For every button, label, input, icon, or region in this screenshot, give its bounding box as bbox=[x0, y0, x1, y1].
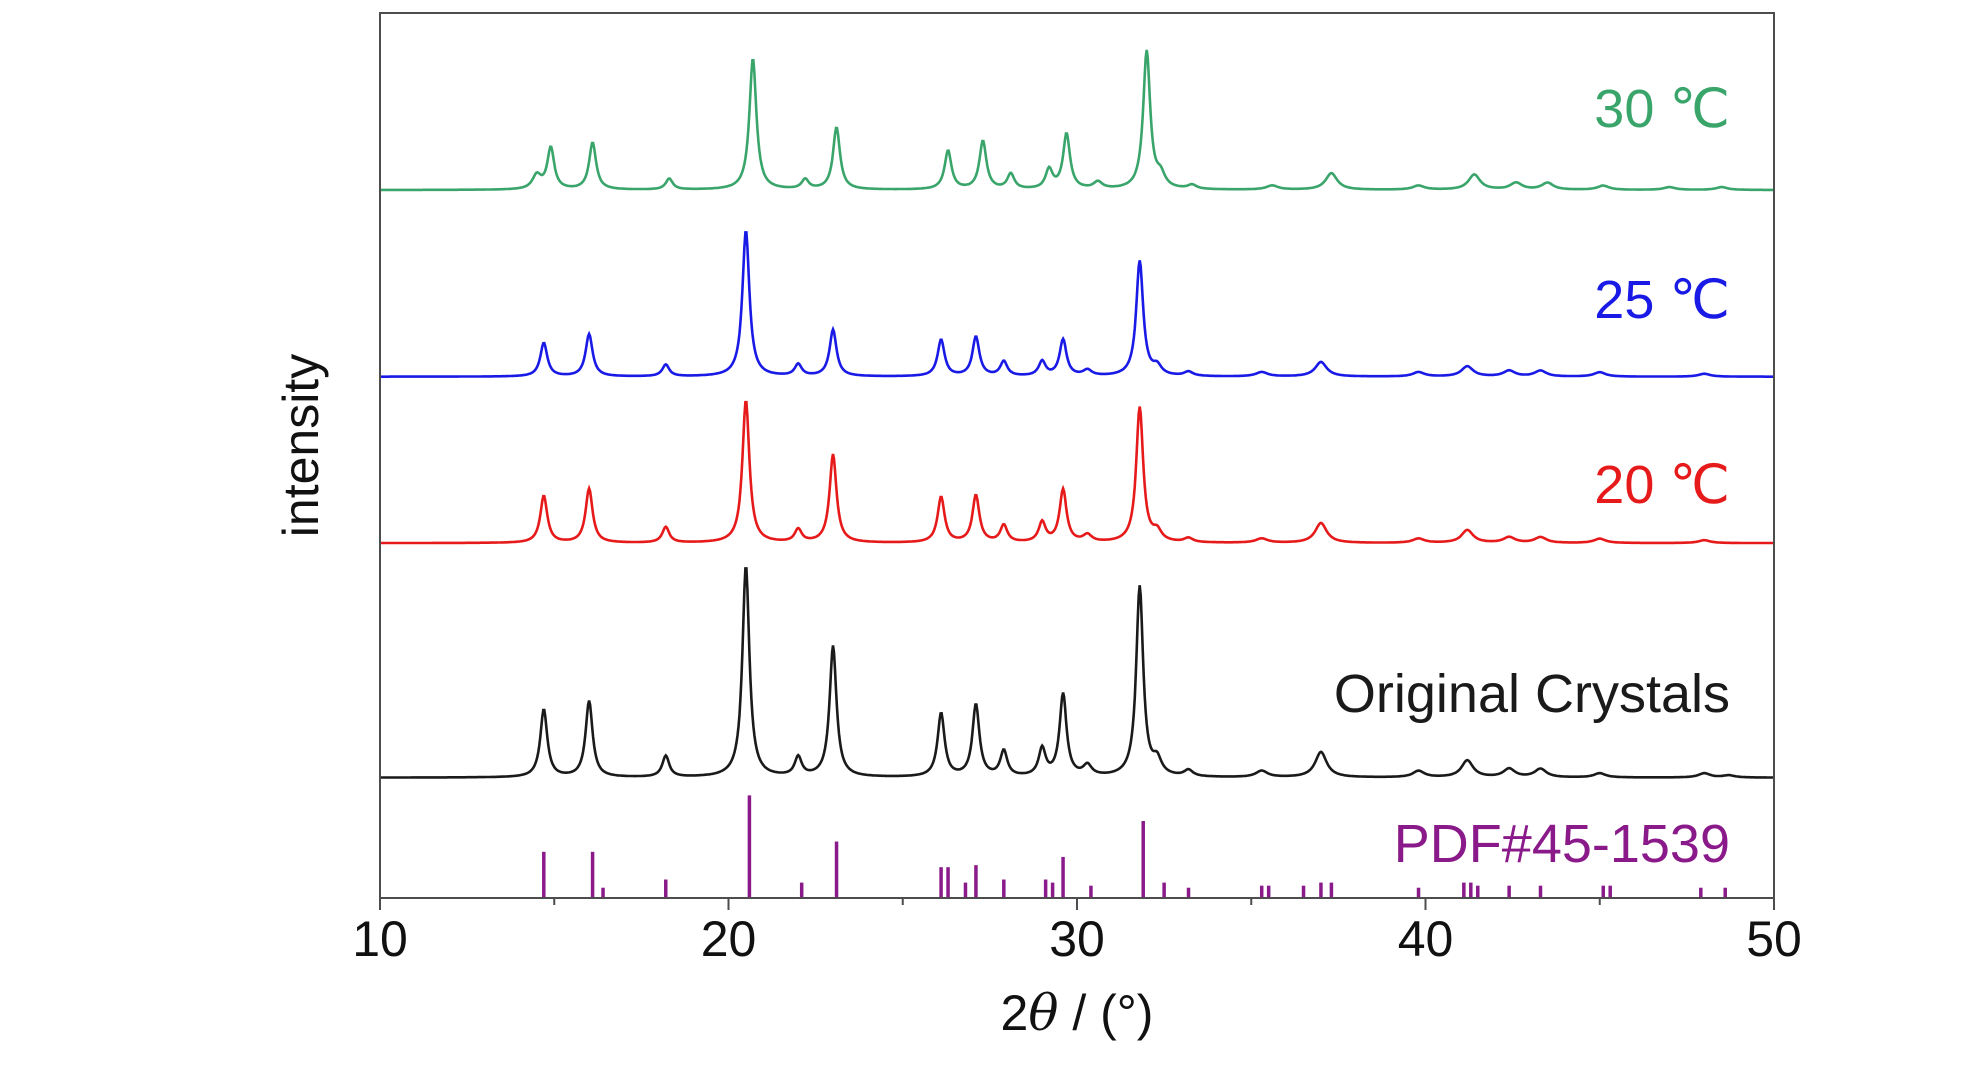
x-tick-label-50: 50 bbox=[1746, 911, 1802, 967]
series-label-0: 30 ℃ bbox=[1594, 79, 1730, 139]
series-label-2: 20 ℃ bbox=[1594, 455, 1730, 515]
series-label-1: 25 ℃ bbox=[1594, 270, 1730, 330]
y-axis-label: intensity bbox=[273, 354, 329, 537]
series-line-3 bbox=[380, 567, 1774, 779]
reference-label: PDF#45-1539 bbox=[1394, 814, 1730, 874]
x-axis-label-prefix: 2 bbox=[1001, 985, 1029, 1041]
series-label-3: Original Crystals bbox=[1334, 664, 1730, 724]
x-axis-label-theta: θ bbox=[1028, 984, 1058, 1042]
x-axis-label-suffix: / (°) bbox=[1058, 985, 1153, 1041]
x-axis-ticks: 10 20 30 40 50 bbox=[352, 898, 1802, 967]
x-axis-label: 2θ / (°) bbox=[1001, 984, 1154, 1042]
x-tick-label-10: 10 bbox=[352, 911, 408, 967]
series-line-2 bbox=[380, 400, 1774, 545]
x-tick-label-20: 20 bbox=[701, 911, 757, 967]
series-layer bbox=[380, 49, 1774, 779]
series-line-0 bbox=[380, 49, 1774, 192]
x-tick-label-30: 30 bbox=[1049, 911, 1105, 967]
series-labels: 30 ℃ 25 ℃ 20 ℃ Original Crystals PDF#45-1539 bbox=[1334, 79, 1730, 874]
series-line-1 bbox=[380, 231, 1774, 378]
reference-layer bbox=[542, 795, 1727, 898]
plot-frame bbox=[379, 12, 1775, 899]
x-tick-label-40: 40 bbox=[1398, 911, 1454, 967]
